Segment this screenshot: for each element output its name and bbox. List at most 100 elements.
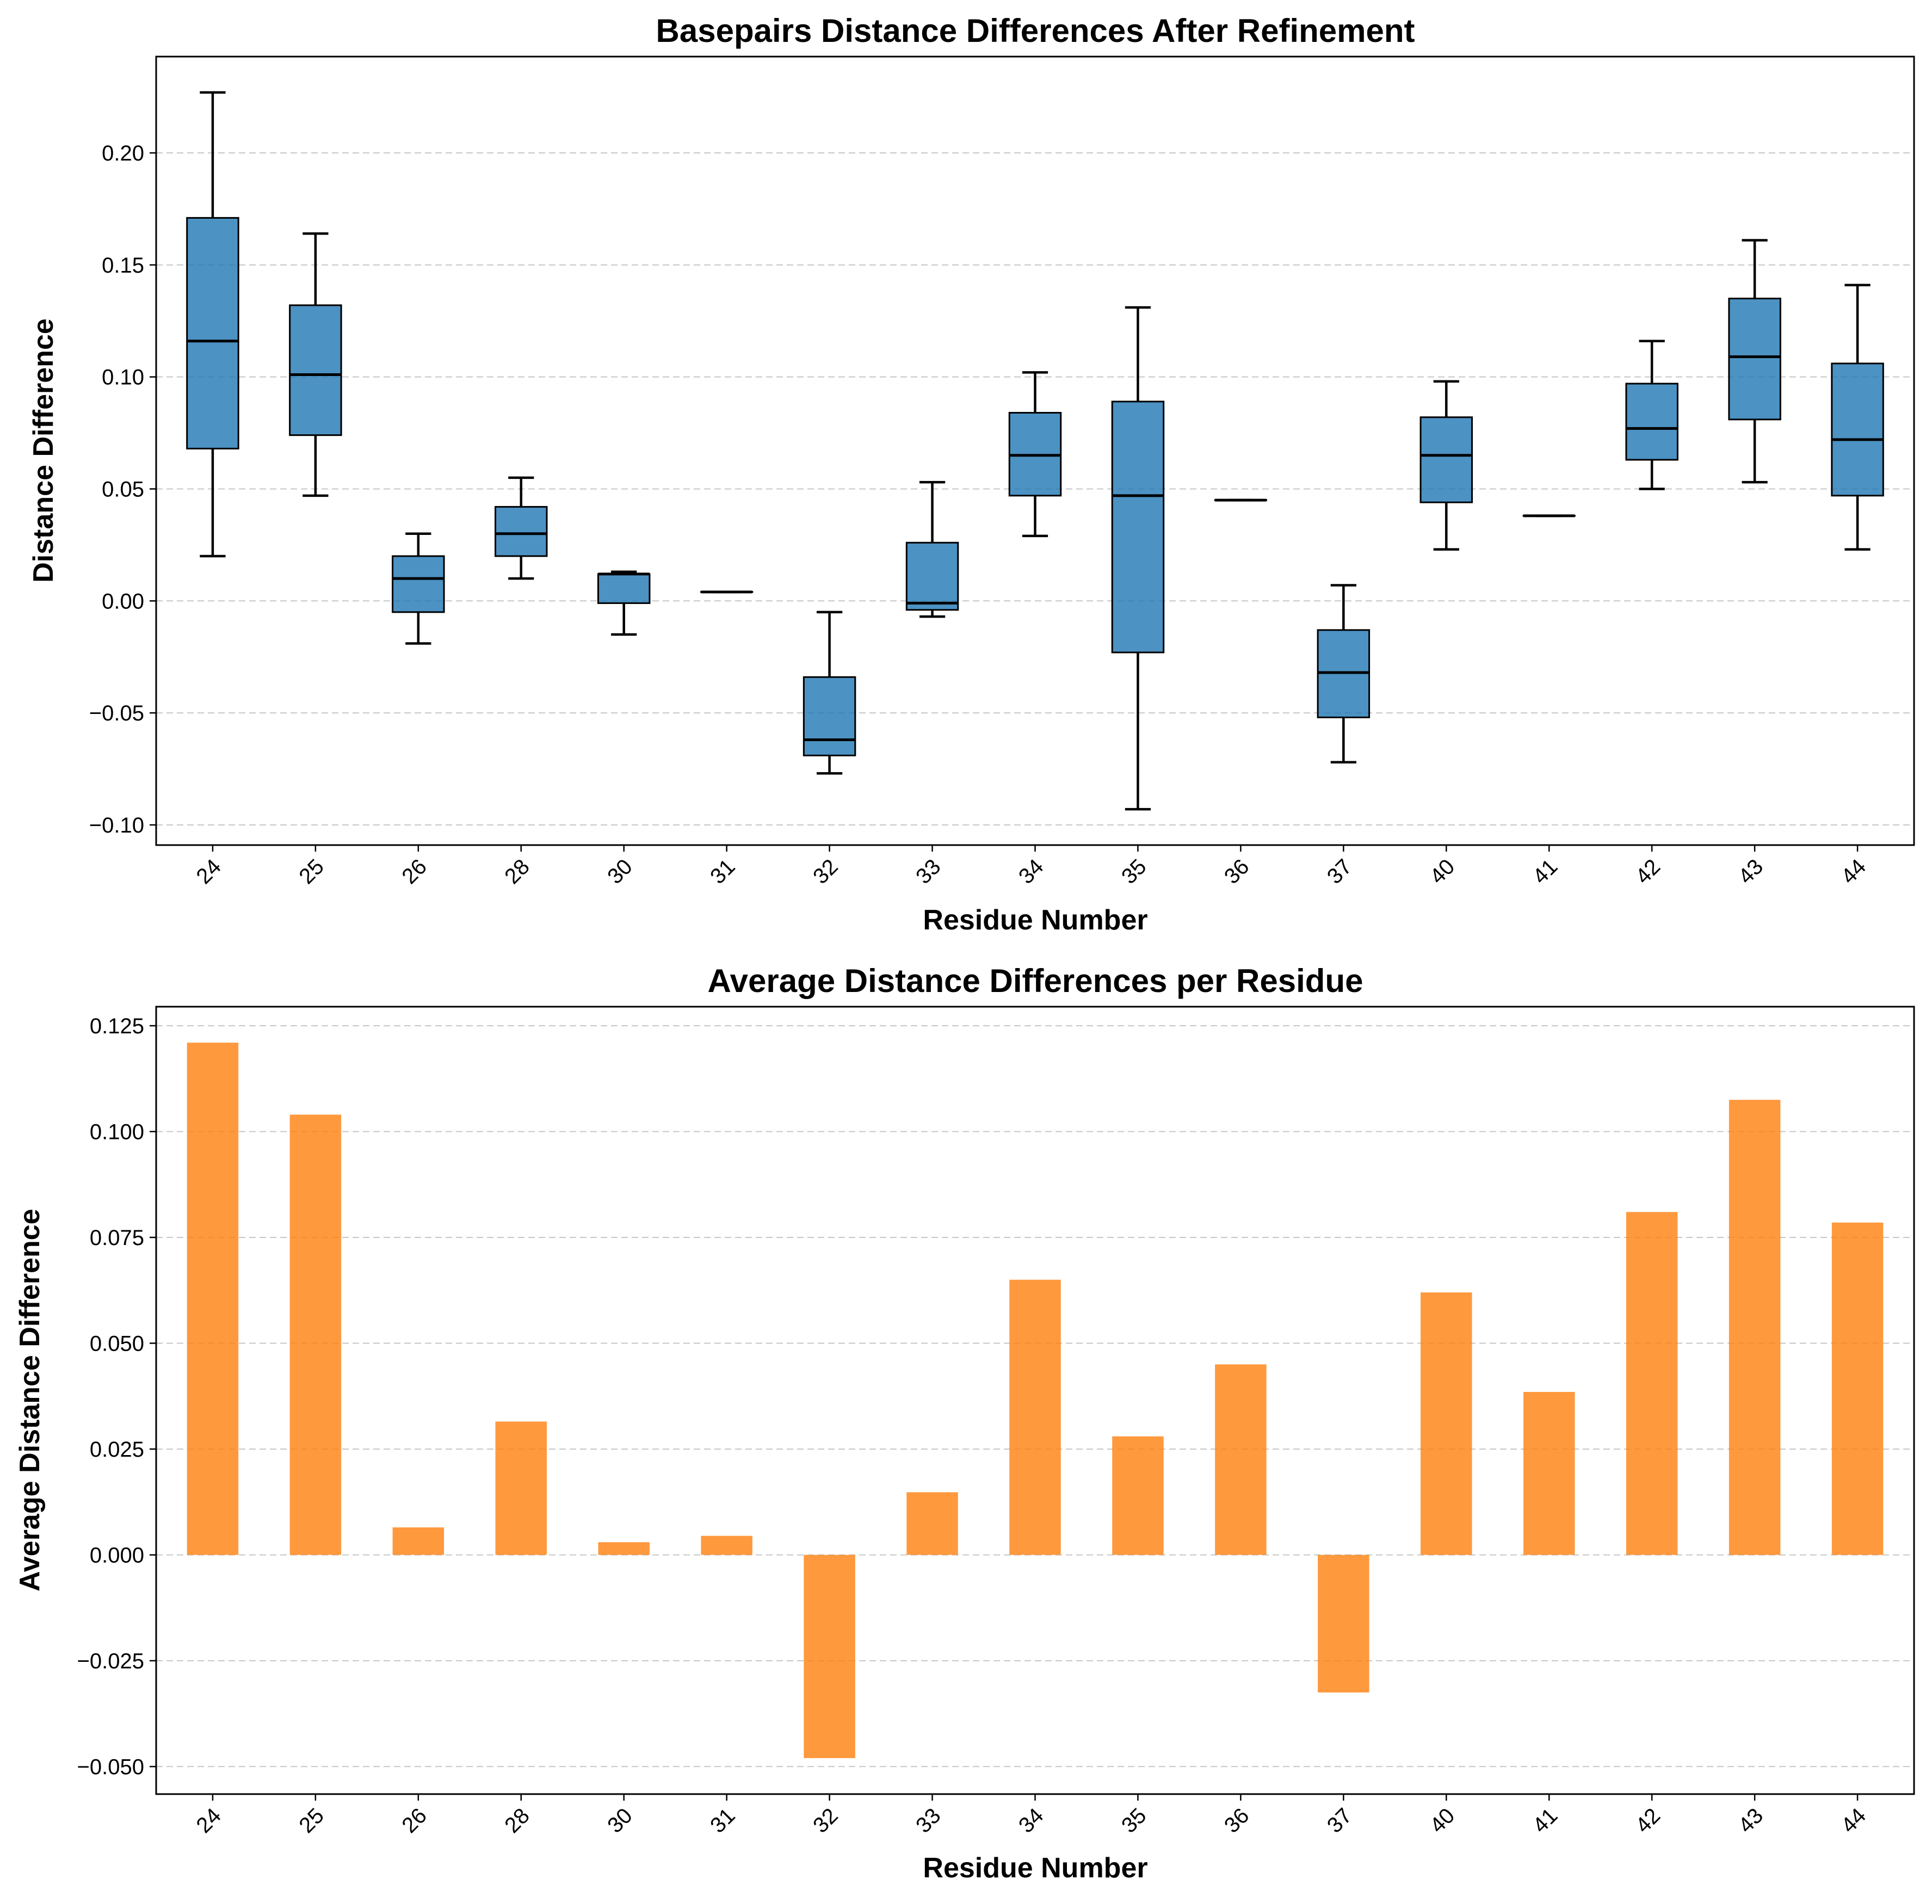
box-iqr	[289, 304, 342, 436]
bar-25	[289, 1114, 342, 1555]
barchart-y-tick-label: 0.000	[90, 1543, 144, 1567]
bar-35	[1112, 1436, 1164, 1555]
boxplot-x-tick-label: 30	[603, 855, 637, 889]
boxplot-x-tick-label: 43	[1734, 855, 1768, 889]
boxplot-x-tick-label: 40	[1425, 855, 1460, 889]
boxplot-y-tick-label: −0.10	[89, 814, 144, 837]
box-iqr	[495, 506, 548, 557]
boxplot-marks	[186, 91, 1884, 811]
bar-37	[1318, 1555, 1369, 1693]
bar-42	[1626, 1212, 1678, 1555]
bar-26	[392, 1527, 445, 1555]
boxplot-x-tick-label: 24	[192, 855, 226, 889]
box-43	[1728, 239, 1781, 484]
box-iqr	[1111, 400, 1165, 654]
boxplot-x-tick-label: 35	[1117, 855, 1151, 889]
box-24	[186, 91, 239, 558]
box-28	[495, 476, 548, 580]
box-iqr	[186, 217, 239, 449]
barchart-panel: −0.050 −0.025 0.000 0.025 0.050 0.075 0.100 0.1…	[14, 963, 1915, 1884]
barchart-x-tick-label: 33	[911, 1804, 946, 1838]
box-26	[392, 532, 445, 645]
barchart-x-tick-label: 34	[1014, 1804, 1048, 1838]
box-44	[1831, 284, 1884, 551]
barchart-y-tick-label: −0.050	[77, 1755, 144, 1779]
bar-32	[804, 1555, 855, 1758]
boxplot-title: Basepairs Distance Differences After Ref…	[656, 13, 1415, 49]
box-iqr	[597, 573, 651, 604]
box-42	[1625, 340, 1678, 490]
barchart-x-tick-label: 25	[294, 1804, 329, 1838]
barchart-x-tick-label: 41	[1528, 1804, 1563, 1838]
boxplot-y-tick-label: 0.20	[102, 141, 144, 165]
barchart-x-tick-label: 28	[500, 1804, 534, 1838]
bar-31	[701, 1536, 752, 1555]
boxplot-x-tick-label: 37	[1323, 855, 1357, 889]
barchart-x-tick-label: 30	[603, 1804, 637, 1838]
barchart-x-axis-label: Residue Number	[923, 1852, 1147, 1884]
bar-33	[906, 1492, 958, 1555]
box-iqr	[1419, 416, 1473, 503]
boxplot-y-axis-label: Distance Difference	[28, 318, 59, 583]
boxplot-x-tick-label: 31	[706, 855, 740, 889]
box-34	[1008, 371, 1062, 538]
boxplot-y-tick-label: 0.10	[102, 366, 144, 390]
barchart-x-tick-label: 36	[1220, 1804, 1254, 1838]
barchart-y-axis-label: Average Distance Difference	[14, 1209, 46, 1591]
box-iqr	[1625, 383, 1678, 461]
barchart-x-ticks: 24 25 26 28 30 31 32 33 34 35 36 37 40 41 42 43 44	[192, 1794, 1871, 1838]
barchart-x-tick-label: 44	[1837, 1804, 1871, 1838]
boxplot-y-ticks: −0.10 −0.05 0.00 0.05 0.10 0.15 0.20	[89, 141, 156, 837]
box-iqr	[1831, 362, 1884, 497]
boxplot-x-tick-label: 26	[397, 855, 431, 889]
box-37	[1317, 584, 1371, 763]
bar-28	[495, 1421, 547, 1555]
boxplot-x-tick-label: 41	[1528, 855, 1563, 889]
barchart-x-tick-label: 35	[1117, 1804, 1151, 1838]
box-iqr	[905, 541, 959, 611]
boxplot-x-ticks: 24 25 26 28 30 31 32 33 34 35 36 37 40 41 42 43 44	[192, 845, 1871, 889]
barchart-x-tick-label: 42	[1631, 1804, 1665, 1838]
barchart-y-tick-label: 0.100	[90, 1120, 144, 1144]
barchart-title: Average Distance Differences per Residue	[708, 963, 1363, 999]
box-40	[1419, 380, 1473, 551]
barchart-marks	[187, 1043, 1884, 1758]
box-25	[289, 232, 342, 497]
boxplot-x-tick-label: 36	[1220, 855, 1254, 889]
barchart-y-tick-label: 0.075	[90, 1226, 144, 1250]
boxplot-y-tick-label: −0.05	[89, 701, 144, 725]
bar-24	[187, 1043, 239, 1555]
boxplot-x-tick-label: 32	[808, 855, 843, 889]
boxplot-x-tick-label: 42	[1631, 855, 1665, 889]
boxplot-x-tick-label: 28	[500, 855, 534, 889]
barchart-x-tick-label: 26	[397, 1804, 431, 1838]
boxplot-y-tick-label: 0.15	[102, 254, 144, 278]
barchart-x-tick-label: 37	[1323, 1804, 1357, 1838]
boxplot-x-tick-label: 34	[1014, 855, 1048, 889]
boxplot-x-tick-label: 44	[1837, 855, 1871, 889]
bar-34	[1009, 1279, 1061, 1555]
barchart-y-tick-label: 0.125	[90, 1014, 144, 1038]
barchart-x-tick-label: 24	[192, 1804, 226, 1838]
box-iqr	[392, 555, 445, 613]
boxplot-x-tick-label: 33	[911, 855, 946, 889]
box-30	[597, 570, 651, 636]
barchart-y-tick-label: 0.025	[90, 1438, 144, 1462]
boxplot-y-tick-label: 0.00	[102, 589, 144, 613]
box-35	[1111, 306, 1165, 811]
bar-36	[1215, 1364, 1267, 1555]
barchart-x-tick-label: 31	[706, 1804, 740, 1838]
barchart-x-tick-label: 40	[1425, 1804, 1460, 1838]
box-33	[905, 480, 959, 618]
box-iqr	[1728, 298, 1781, 421]
barchart-x-tick-label: 43	[1734, 1804, 1768, 1838]
box-iqr	[803, 676, 856, 756]
box-32	[803, 611, 856, 775]
barchart-y-ticks: −0.050 −0.025 0.000 0.025 0.050 0.075 0.100 0.1…	[77, 1014, 156, 1779]
bar-43	[1729, 1100, 1781, 1555]
bar-30	[598, 1542, 650, 1555]
bar-41	[1523, 1391, 1575, 1555]
boxplot-panel: −0.10 −0.05 0.00 0.05 0.10 0.15 0.20 24 25 26 28 3…	[28, 13, 1915, 936]
boxplot-y-tick-label: 0.05	[102, 477, 144, 501]
